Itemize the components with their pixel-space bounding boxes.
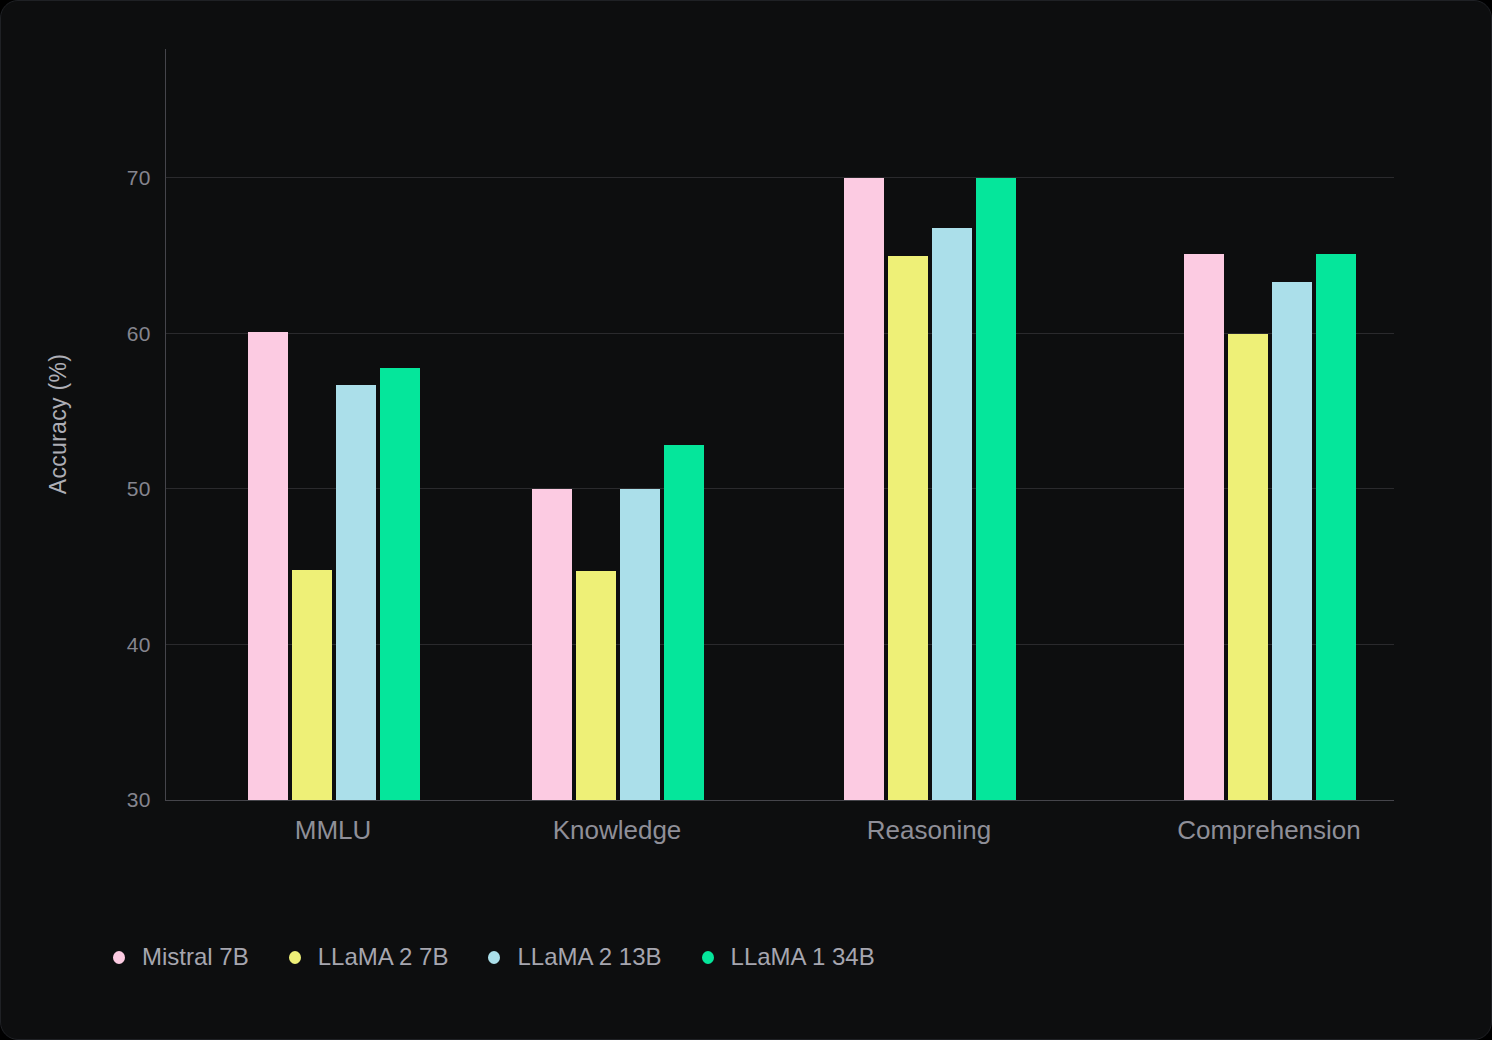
bar-llama-2-13b-knowledge[interactable]	[620, 489, 660, 800]
bar-mistral-7b-comprehension[interactable]	[1184, 254, 1224, 800]
y-tick-label-40: 40	[127, 632, 151, 656]
legend-item-llama-2-7b[interactable]: LLaMA 2 7B	[289, 943, 449, 971]
bar-llama-1-34b-knowledge[interactable]	[664, 445, 704, 800]
legend-marker-mistral-7b	[113, 951, 125, 964]
y-tick-label-30: 30	[127, 788, 151, 812]
legend-label: LLaMA 2 13B	[517, 943, 661, 971]
bar-llama-2-7b-reasoning[interactable]	[888, 256, 928, 800]
x-axis-label-mmlu: MMLU	[295, 815, 372, 846]
legend-label: LLaMA 2 7B	[318, 943, 449, 971]
y-axis-tick-labels: 30 40 50 60 70	[1, 1, 151, 1040]
legend-label: Mistral 7B	[142, 943, 249, 971]
legend-item-mistral-7b[interactable]: Mistral 7B	[113, 943, 249, 971]
legend-marker-llama-2-13b	[488, 951, 500, 964]
x-axis-label-knowledge: Knowledge	[553, 815, 682, 846]
bar-llama-2-7b-comprehension[interactable]	[1228, 334, 1268, 801]
bar-mistral-7b-mmlu[interactable]	[248, 332, 288, 800]
bar-llama-2-7b-mmlu[interactable]	[292, 570, 332, 800]
chart-card: 30 40 50 60 70 MMLU Knowledge Reasoning Compreh…	[0, 0, 1492, 1040]
legend-item-llama-2-13b[interactable]: LLaMA 2 13B	[488, 943, 661, 971]
y-tick-label-70: 70	[127, 166, 151, 190]
bar-llama-1-34b-comprehension[interactable]	[1316, 254, 1356, 800]
plot-area	[165, 49, 1394, 801]
legend-marker-llama-2-7b	[289, 951, 301, 964]
y-tick-label-60: 60	[127, 321, 151, 345]
bar-llama-1-34b-reasoning[interactable]	[976, 178, 1016, 800]
legend-marker-llama-1-34b	[702, 951, 714, 964]
y-tick-label-50: 50	[127, 477, 151, 501]
bar-llama-2-13b-reasoning[interactable]	[932, 228, 972, 800]
bar-llama-1-34b-mmlu[interactable]	[380, 368, 420, 800]
x-axis-label-reasoning: Reasoning	[867, 815, 991, 846]
x-axis-label-comprehension: Comprehension	[1177, 815, 1361, 846]
gridline-70	[166, 177, 1394, 178]
bar-llama-2-13b-mmlu[interactable]	[336, 385, 376, 800]
legend-item-llama-1-34b[interactable]: LLaMA 1 34B	[702, 943, 875, 971]
bar-llama-2-13b-comprehension[interactable]	[1272, 282, 1312, 800]
bar-mistral-7b-knowledge[interactable]	[532, 489, 572, 800]
legend-label: LLaMA 1 34B	[731, 943, 875, 971]
legend: Mistral 7B LLaMA 2 7B LLaMA 2 13B LLaMA 1 3…	[113, 943, 875, 971]
bar-llama-2-7b-knowledge[interactable]	[576, 571, 616, 800]
bar-mistral-7b-reasoning[interactable]	[844, 178, 884, 800]
y-axis-title: Accuracy (%)	[45, 354, 72, 494]
